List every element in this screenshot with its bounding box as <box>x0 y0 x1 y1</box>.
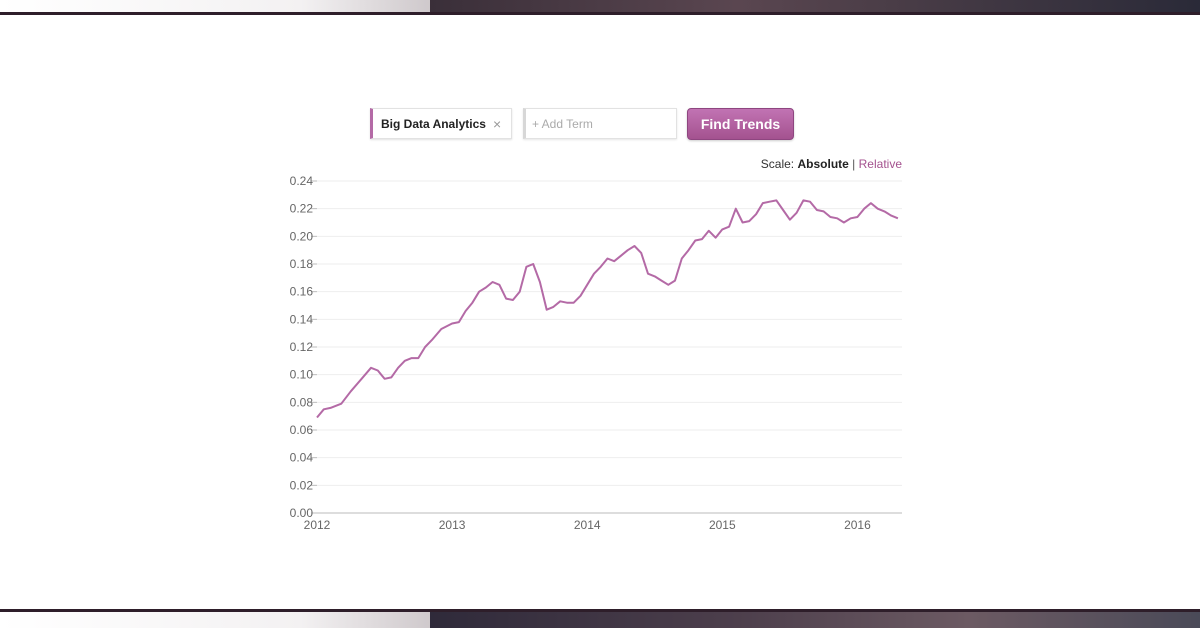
find-trends-button[interactable]: Find Trends <box>687 108 794 140</box>
scale-separator: | <box>852 157 856 171</box>
search-term-label: Big Data Analytics <box>381 117 486 131</box>
x-tick-label: 2012 <box>304 518 331 532</box>
y-tick-label: 0.20 <box>290 229 314 243</box>
scale-relative-link[interactable]: Relative <box>858 157 902 171</box>
y-tick-label: 0.08 <box>290 395 314 409</box>
x-tick-label: 2013 <box>439 518 466 532</box>
x-tick-label: 2014 <box>574 518 601 532</box>
y-tick-label: 0.16 <box>290 285 314 299</box>
x-tick-label: 2015 <box>709 518 736 532</box>
bottom-backdrop-strip <box>0 609 1200 628</box>
y-tick-label: 0.14 <box>290 312 314 326</box>
add-term-input[interactable] <box>523 108 677 139</box>
x-tick-label: 2016 <box>844 518 871 532</box>
trend-series-line <box>316 199 899 419</box>
top-backdrop-strip <box>0 0 1200 15</box>
y-tick-label: 0.12 <box>290 340 314 354</box>
y-tick-label: 0.00 <box>290 506 314 520</box>
y-tick-label: 0.06 <box>290 423 314 437</box>
scale-absolute-option[interactable]: Absolute <box>797 157 849 171</box>
y-tick-label: 0.24 <box>290 174 314 188</box>
search-term-chip[interactable]: Big Data Analytics × <box>370 108 512 139</box>
y-tick-label: 0.10 <box>290 368 314 382</box>
scale-toggle: Scale: Absolute | Relative <box>761 157 902 171</box>
y-tick-label: 0.22 <box>290 202 314 216</box>
y-tick-label: 0.02 <box>290 478 314 492</box>
remove-term-close-icon[interactable]: × <box>493 116 502 132</box>
y-tick-label: 0.04 <box>290 451 314 465</box>
y-tick-label: 0.18 <box>290 257 314 271</box>
scale-prefix-label: Scale: <box>760 157 795 171</box>
